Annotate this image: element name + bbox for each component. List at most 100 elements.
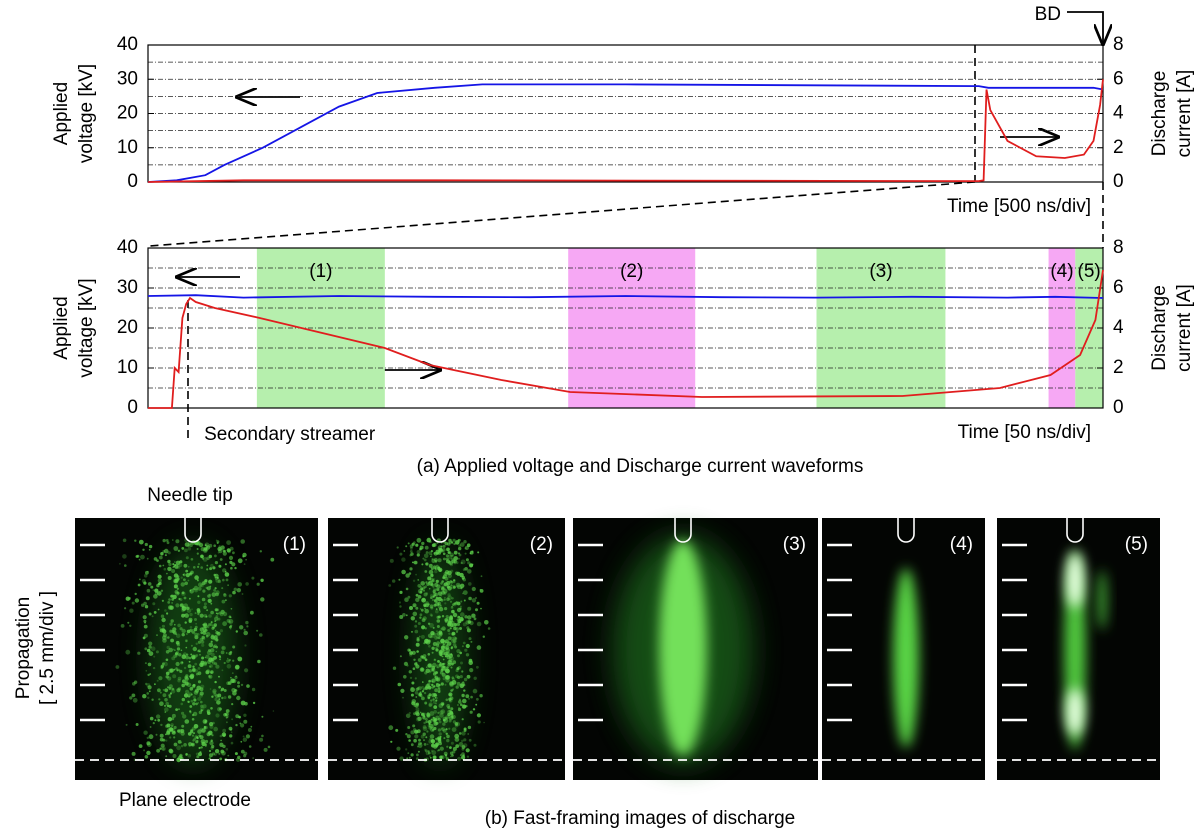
- speck: [167, 551, 171, 555]
- speck: [429, 756, 432, 759]
- speck: [405, 713, 411, 719]
- speck: [143, 633, 148, 638]
- speck: [422, 681, 424, 683]
- speck: [448, 653, 454, 659]
- speck: [148, 734, 154, 740]
- speck: [462, 568, 466, 571]
- speck: [199, 613, 204, 618]
- speck: [459, 651, 463, 655]
- speck: [431, 598, 435, 602]
- speck: [132, 682, 136, 686]
- speck: [463, 689, 466, 692]
- speck: [162, 629, 167, 634]
- speck: [129, 696, 133, 700]
- speck: [184, 639, 188, 643]
- speck: [418, 741, 422, 746]
- speck: [434, 599, 436, 602]
- speck: [432, 585, 435, 588]
- speck: [228, 555, 234, 561]
- axis-label: Propagation: [13, 597, 34, 699]
- speck: [460, 703, 463, 706]
- speck: [218, 611, 222, 615]
- speck: [196, 736, 199, 739]
- speck: [248, 745, 252, 748]
- speck: [210, 640, 213, 643]
- speck: [149, 673, 152, 675]
- speck: [477, 720, 481, 724]
- speck: [423, 721, 426, 725]
- speck: [454, 722, 459, 726]
- speck: [467, 561, 471, 565]
- y2-axis-label: current [A]: [1174, 70, 1195, 158]
- speck: [197, 612, 200, 616]
- speck: [464, 648, 468, 652]
- speck: [442, 544, 446, 548]
- speck: [173, 736, 176, 739]
- speck: [461, 739, 464, 743]
- speck: [143, 730, 148, 735]
- speck: [430, 550, 433, 553]
- series-line: [147, 79, 1104, 183]
- speck: [202, 704, 207, 709]
- speck: [409, 567, 413, 571]
- speck: [165, 650, 170, 654]
- speck: [168, 704, 172, 708]
- speck: [215, 664, 220, 669]
- y2-tick-label: 4: [1113, 103, 1124, 124]
- speck: [183, 578, 186, 582]
- speck: [195, 702, 198, 706]
- speck: [428, 644, 431, 648]
- speck: [417, 658, 422, 662]
- speck: [141, 603, 145, 607]
- speck: [213, 589, 217, 592]
- speck: [222, 734, 226, 737]
- y2-tick-label: 4: [1113, 317, 1124, 338]
- speck: [405, 587, 409, 591]
- speck: [398, 601, 402, 604]
- speck: [440, 666, 446, 671]
- speck: [186, 629, 191, 634]
- speck: [453, 556, 459, 561]
- speck: [207, 598, 212, 604]
- speck: [453, 626, 457, 631]
- speck: [449, 580, 453, 583]
- speck: [161, 599, 164, 602]
- speck: [475, 703, 478, 706]
- speck: [153, 655, 156, 658]
- speck: [176, 757, 181, 763]
- speck: [180, 744, 184, 748]
- speck: [445, 698, 449, 702]
- speck: [228, 726, 233, 731]
- speck: [450, 541, 454, 544]
- speck: [143, 624, 148, 629]
- panel-label: (1): [283, 534, 306, 555]
- speck: [201, 635, 205, 640]
- speck: [235, 664, 240, 670]
- speck: [425, 720, 429, 724]
- y-axis-label: Applied: [51, 82, 72, 145]
- glow: [1066, 688, 1084, 736]
- speck: [435, 549, 440, 554]
- speck: [417, 750, 420, 753]
- speck: [158, 626, 162, 630]
- region-label: (5): [1078, 261, 1101, 282]
- speck: [214, 680, 217, 684]
- speck: [175, 539, 180, 544]
- speck: [463, 743, 468, 748]
- speck: [455, 685, 459, 689]
- panel-label: (5): [1125, 534, 1148, 555]
- speck: [451, 609, 455, 614]
- speck: [408, 739, 411, 742]
- speck: [144, 662, 147, 665]
- speck: [427, 750, 430, 753]
- speck: [203, 661, 208, 665]
- speck: [232, 659, 235, 662]
- speck: [215, 631, 219, 635]
- speck: [230, 741, 234, 745]
- speck: [456, 622, 460, 626]
- speck: [208, 614, 212, 618]
- speck: [431, 686, 435, 689]
- speck: [406, 664, 409, 667]
- speck: [427, 653, 431, 656]
- speck: [439, 755, 443, 760]
